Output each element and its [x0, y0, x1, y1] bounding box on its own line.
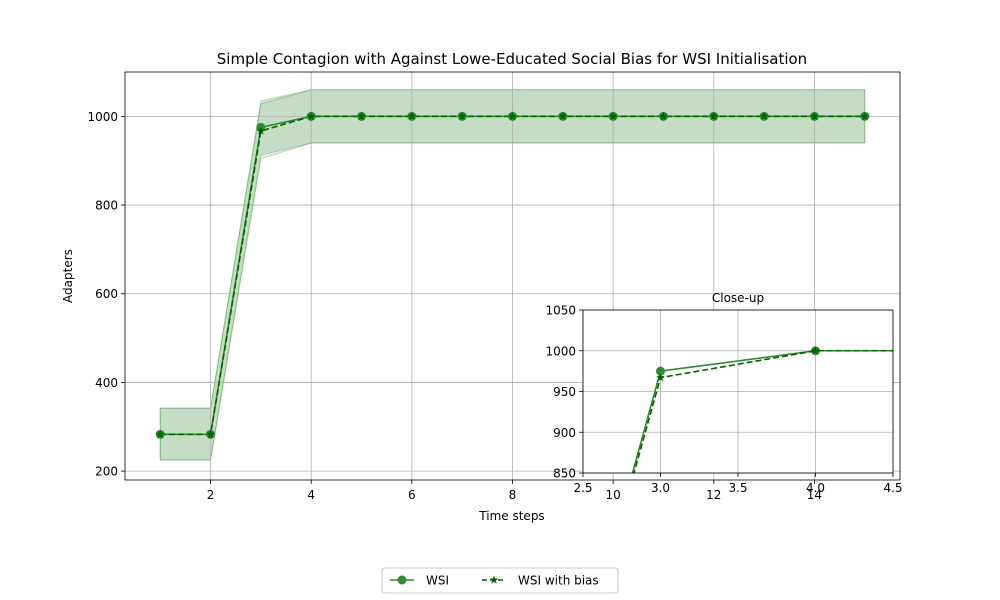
legend-wsi-label: WSI — [426, 574, 449, 588]
main-axes-frame — [124, 71, 901, 481]
inset-series-line-wsi — [631, 349, 893, 473]
point-wsi-with-bias — [659, 111, 668, 120]
series-line-wsi-with-bias — [160, 115, 865, 436]
point-wsi-with-bias — [608, 111, 618, 120]
legend-wsi-bias-marker — [489, 575, 499, 584]
inset-point-wsi-with-bias — [656, 373, 665, 382]
inset-series-line-wsi-with-bias — [633, 349, 893, 473]
point-wsi-with-bias — [860, 111, 870, 120]
point-wsi-with-bias — [709, 111, 719, 120]
y-tick-label: 400 — [95, 376, 118, 390]
x-tick-label: 8 — [509, 488, 517, 502]
inset-y-tick-label: 900 — [553, 426, 576, 440]
point-wsi-with-bias — [206, 429, 215, 438]
x-tick-label: 10 — [606, 488, 621, 502]
point-wsi-with-bias — [407, 111, 417, 120]
y-tick-label: 800 — [95, 199, 118, 213]
point-wsi-with-bias — [306, 111, 316, 120]
point-wsi-with-bias — [810, 111, 819, 120]
point-wsi-with-bias — [759, 111, 769, 120]
inset-x-tick-label: 4.0 — [806, 481, 825, 495]
point-wsi-with-bias — [256, 126, 266, 135]
x-tick-label: 6 — [408, 488, 416, 502]
x-axis-label: Time steps — [478, 509, 544, 523]
inset-point-wsi — [656, 366, 665, 376]
chart-title: Simple Contagion with Against Lowe-Educa… — [217, 50, 807, 68]
inset-x-tick-label: 3.0 — [651, 481, 670, 495]
point-wsi-with-bias — [508, 111, 517, 120]
inset-frame — [582, 309, 894, 474]
y-tick-label: 600 — [95, 287, 118, 301]
inset-axes: 2.5 3.0 3.5 4.0 4.5 850 900 950 1000 1050 Close-… — [545, 291, 902, 495]
inset-y-tick-label: 850 — [553, 467, 576, 481]
inset-x-tick-label: 4.5 — [883, 481, 902, 495]
inset-x-tick-label: 2.5 — [573, 481, 592, 495]
legend-wsi-marker — [397, 575, 407, 585]
point-wsi-with-bias — [155, 429, 165, 438]
legend: WSI WSI with bias — [381, 567, 619, 594]
y-axis-label: Adapters — [61, 249, 75, 303]
point-wsi-with-bias — [558, 111, 568, 120]
y-tick-label: 200 — [95, 465, 118, 479]
x-tick-label: 4 — [307, 488, 315, 502]
x-tick-label: 14 — [807, 488, 822, 502]
inset-y-tick-label: 1000 — [545, 344, 576, 358]
legend-wsi-bias-label: WSI with bias — [518, 574, 599, 588]
inset-title: Close-up — [712, 291, 764, 305]
y-tick-label: 1000 — [87, 110, 118, 124]
inset-x-tick-label: 3.5 — [728, 481, 747, 495]
point-wsi-with-bias — [457, 111, 467, 120]
inset-y-tick-label: 950 — [553, 385, 576, 399]
x-tick-label: 12 — [706, 488, 721, 502]
x-tick-label: 2 — [207, 488, 215, 502]
point-wsi-with-bias — [357, 111, 366, 120]
inset-y-tick-label: 1050 — [545, 304, 576, 318]
inset-point-wsi-with-bias — [811, 346, 820, 355]
